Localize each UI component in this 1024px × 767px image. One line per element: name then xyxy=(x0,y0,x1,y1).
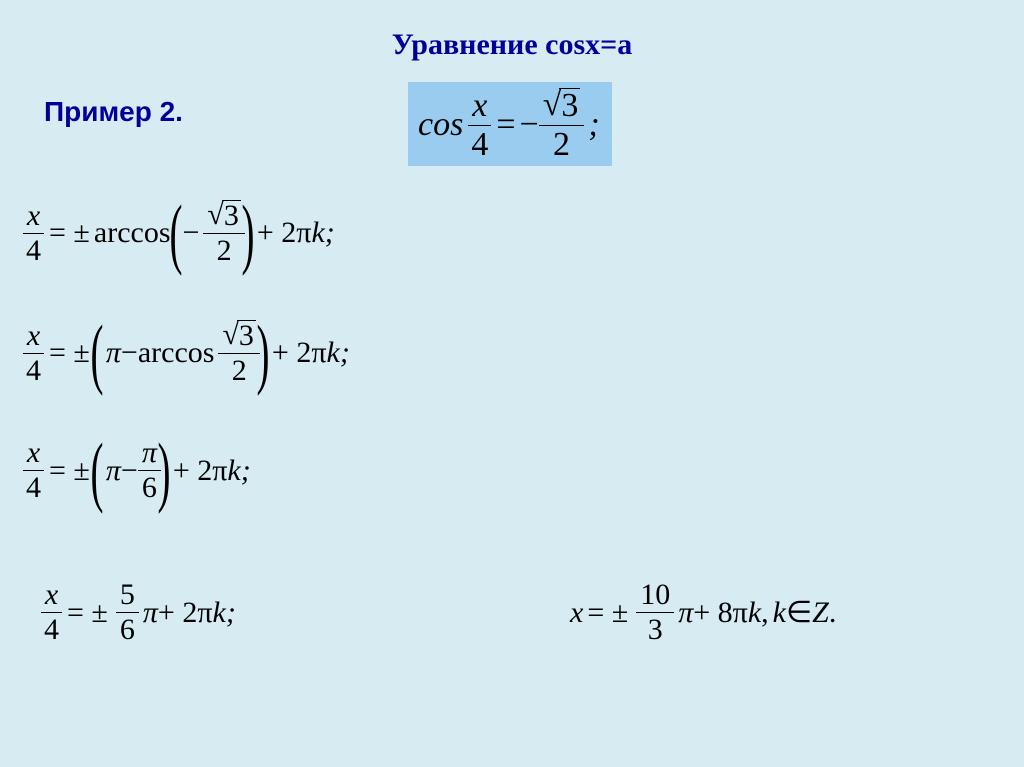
cos-func: cos xyxy=(418,106,463,144)
equation-line-4: x 4 = ± 5 6 π + 2πk; xyxy=(40,580,236,645)
equation-line-2: x 4 = ± ( π − arccos √3 2 ) + 2πk; xyxy=(22,320,350,386)
equation-highlight: cos x 4 = − √3 2 ; xyxy=(408,82,612,166)
frac-sqrt3-2: √3 2 xyxy=(539,88,585,162)
example-label: Пример 2. xyxy=(44,96,183,128)
equation-line-5: x = ± 10 3 π + 8πk, k ∈ Z. xyxy=(570,580,836,645)
equation-line-3: x 4 = ± ( π − π 6 ) + 2πk; xyxy=(22,438,251,503)
equation-line-1: x 4 = ± arccos ( − √3 2 ) + 2πk; xyxy=(22,200,335,266)
frac-x4: x 4 xyxy=(467,89,492,162)
page-title: Уравнение cosx=a xyxy=(0,0,1024,62)
